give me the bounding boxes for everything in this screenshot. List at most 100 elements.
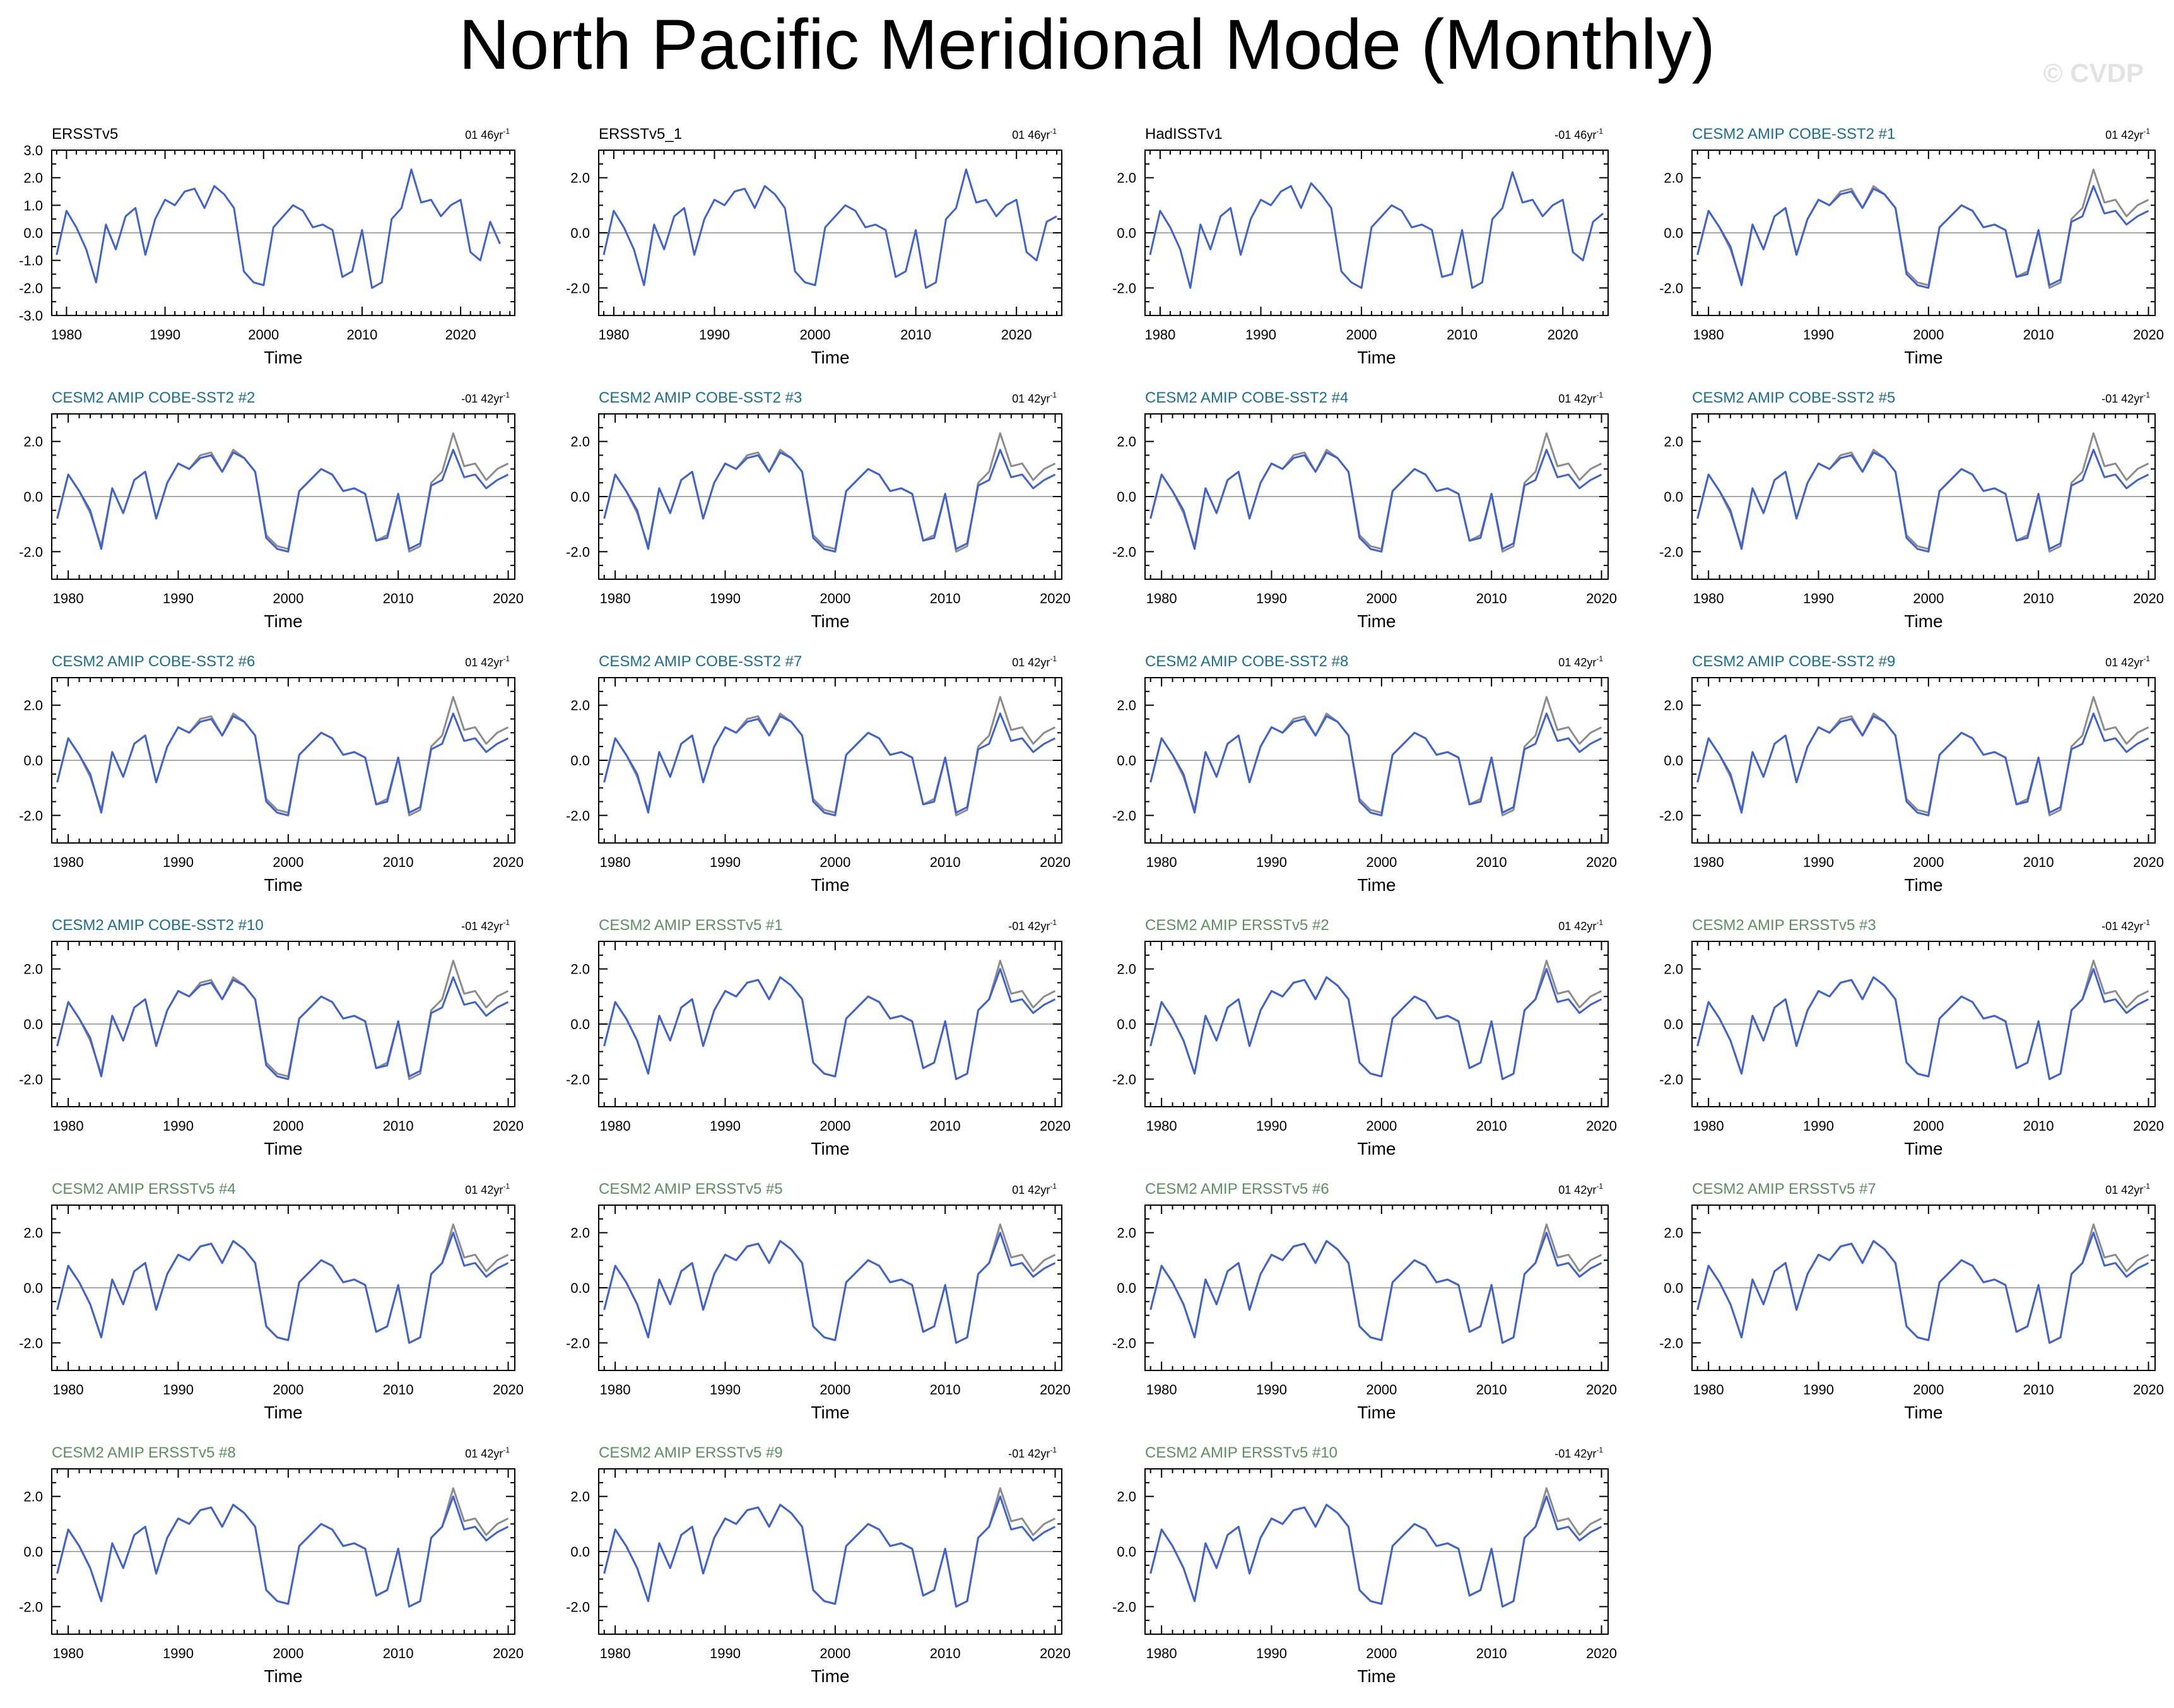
y-tick-label: -2.0 xyxy=(1659,544,1683,560)
y-tick-label: 0.0 xyxy=(1664,225,1683,241)
x-axis-label: Time xyxy=(264,1666,302,1686)
y-tick-label: 2.0 xyxy=(23,962,43,977)
x-tick-label: 1990 xyxy=(1256,1646,1287,1661)
x-tick-label: 2000 xyxy=(1913,1118,1944,1134)
trend-label: 01 42yr-1 xyxy=(465,654,510,669)
y-tick-label: 0.0 xyxy=(1117,489,1136,505)
trend-exponent: -1 xyxy=(1596,918,1603,927)
x-tick-label: 1990 xyxy=(699,327,730,343)
trend-label: 01 42yr-1 xyxy=(2105,127,2150,141)
model-series-line xyxy=(1696,1232,2149,1344)
x-tick-label: 1980 xyxy=(1144,327,1175,343)
trend-exponent: -1 xyxy=(2143,918,2150,927)
model-series-line xyxy=(1149,1495,1602,1608)
panel: 1980 1990 2000 2010 2020 -3.0 -2.0 -1.0 0.0 1.0 2.… xyxy=(19,126,515,367)
x-axis-label: Time xyxy=(264,348,302,367)
model-series-line xyxy=(1696,712,2149,816)
model-series-line xyxy=(1149,968,1602,1080)
x-tick-label: 2010 xyxy=(1476,1646,1507,1661)
x-axis-label: Time xyxy=(1357,875,1395,895)
x-tick-label: 1990 xyxy=(710,591,741,606)
x-tick-label: 1990 xyxy=(1803,591,1834,606)
x-tick-label: 2020 xyxy=(2133,1382,2164,1398)
observed-series-line xyxy=(603,960,1056,1080)
y-tick-label: -2.0 xyxy=(1659,808,1683,823)
x-tick-label: 2000 xyxy=(1913,854,1944,870)
panel-title: CESM2 AMIP COBE-SST2 #6 xyxy=(52,653,255,670)
x-tick-label: 2010 xyxy=(2023,1118,2054,1134)
y-tick-label: -2.0 xyxy=(566,1071,590,1087)
x-tick-label: 1990 xyxy=(1256,591,1287,606)
trend-label: 01 42yr-1 xyxy=(465,1182,510,1196)
panel-title: CESM2 AMIP COBE-SST2 #2 xyxy=(52,389,255,406)
y-tick-label: 2.0 xyxy=(570,170,590,186)
trend-label: 01 46yr-1 xyxy=(1012,127,1057,141)
y-tick-label: 2.0 xyxy=(1117,962,1136,977)
observed-series-line xyxy=(1696,432,2149,553)
x-tick-label: 2020 xyxy=(1586,591,1617,606)
x-tick-label: 2020 xyxy=(493,854,524,870)
x-tick-label: 2000 xyxy=(273,1118,303,1134)
model-series-line xyxy=(56,449,509,553)
y-tick-label: 2.0 xyxy=(1117,434,1136,450)
y-tick-label: 0.0 xyxy=(1117,1544,1136,1560)
x-axis-label: Time xyxy=(811,1403,849,1422)
x-tick-label: 1990 xyxy=(710,854,741,870)
x-tick-label: 1990 xyxy=(150,327,180,343)
x-tick-label: 1980 xyxy=(1146,854,1177,870)
trend-exponent: -1 xyxy=(1050,654,1057,663)
x-tick-label: 2010 xyxy=(1476,1382,1507,1398)
model-series-line xyxy=(56,976,509,1080)
observed-series-line xyxy=(56,1487,509,1608)
x-tick-label: 2000 xyxy=(248,327,279,343)
y-tick-label: 0.0 xyxy=(570,1544,590,1560)
x-axis-label: Time xyxy=(264,611,302,631)
x-tick-label: 2000 xyxy=(1366,591,1397,606)
y-tick-label: 2.0 xyxy=(23,170,43,186)
x-tick-label: 2010 xyxy=(383,1646,414,1661)
x-tick-label: 2000 xyxy=(820,1646,850,1661)
y-tick-label: -2.0 xyxy=(566,544,590,560)
panel: 1980 1990 2000 2010 2020 -2.0 0.0 2.0 CESM2 AMIP… xyxy=(566,1181,1071,1422)
x-tick-label: 1980 xyxy=(53,854,84,870)
x-tick-label: 1980 xyxy=(600,1382,631,1398)
x-tick-label: 2010 xyxy=(383,854,414,870)
x-tick-label: 2000 xyxy=(1366,1118,1397,1134)
y-tick-label: -2.0 xyxy=(566,808,590,823)
trend-label: 01 42yr-1 xyxy=(465,1446,510,1460)
model-series-line xyxy=(602,168,1057,289)
x-tick-label: 2020 xyxy=(2133,1118,2164,1134)
x-tick-label: 1980 xyxy=(600,854,631,870)
x-tick-label: 1980 xyxy=(53,591,84,606)
x-tick-label: 1990 xyxy=(1803,327,1834,343)
y-tick-label: 0.0 xyxy=(1664,489,1683,505)
trend-label: 01 42yr-1 xyxy=(1558,391,1603,405)
model-series-line xyxy=(56,712,509,816)
x-tick-label: 2000 xyxy=(273,1382,303,1398)
cvdp-watermark: © CVDP xyxy=(2043,58,2144,88)
x-tick-label: 1990 xyxy=(1803,1118,1834,1134)
x-axis-label: Time xyxy=(811,611,849,631)
x-tick-label: 1990 xyxy=(1256,1382,1287,1398)
trend-label: -01 42yr-1 xyxy=(1008,1446,1057,1460)
trend-exponent: -1 xyxy=(1596,1446,1603,1454)
y-tick-label: -2.0 xyxy=(19,808,43,823)
panel-title: CESM2 AMIP ERSSTv5 #2 xyxy=(1145,917,1329,934)
x-tick-label: 2000 xyxy=(1913,1382,1944,1398)
trend-label: 01 42yr-1 xyxy=(1012,654,1057,669)
x-tick-label: 1980 xyxy=(53,1118,84,1134)
x-tick-label: 1990 xyxy=(710,1382,741,1398)
x-tick-label: 1980 xyxy=(53,1646,84,1661)
model-series-line xyxy=(1149,449,1602,553)
x-tick-label: 2010 xyxy=(1476,1118,1507,1134)
trend-exponent: -1 xyxy=(503,1182,510,1191)
trend-exponent: -1 xyxy=(2143,1182,2150,1191)
panel-title: ERSSTv5 xyxy=(52,126,118,143)
panel: 1980 1990 2000 2010 2020 -2.0 0.0 2.0 CESM2 AMIP… xyxy=(1112,917,1617,1158)
y-tick-label: 2.0 xyxy=(570,434,590,450)
x-axis-label: Time xyxy=(811,348,849,367)
x-tick-label: 1980 xyxy=(1146,1118,1177,1134)
y-tick-label: 2.0 xyxy=(570,962,590,977)
observed-series-line xyxy=(56,432,509,553)
y-tick-label: 0.0 xyxy=(570,1280,590,1296)
